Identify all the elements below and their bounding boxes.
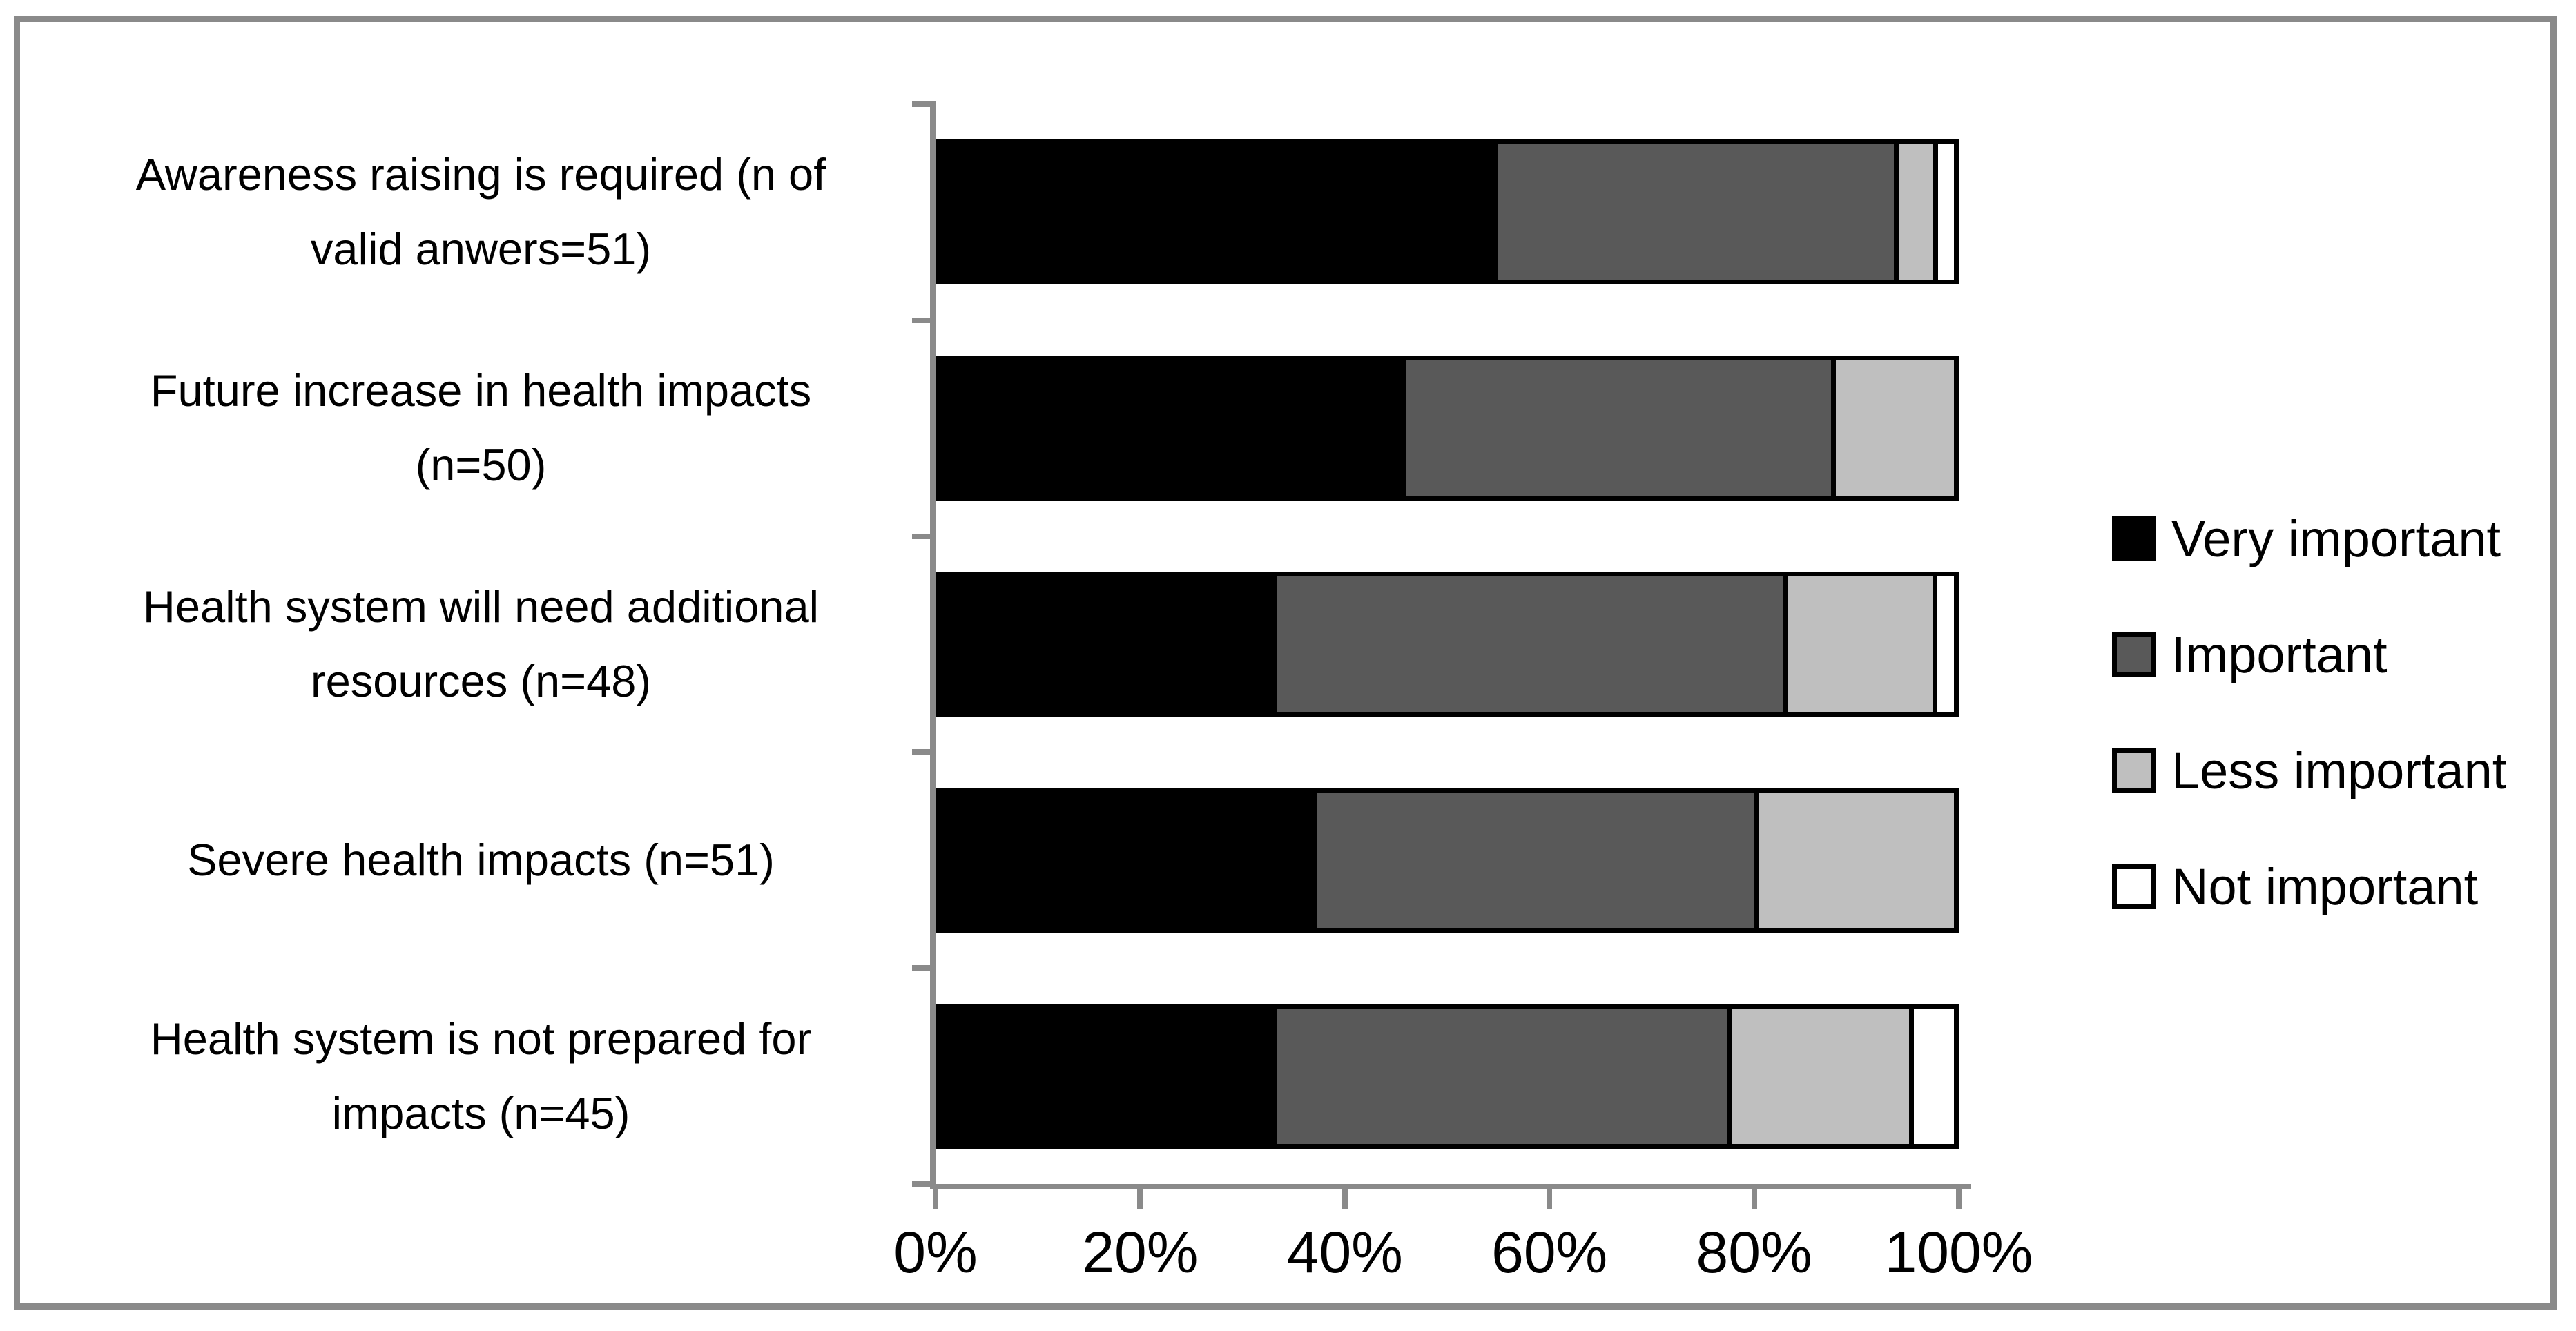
x-axis-tick <box>1751 1189 1757 1209</box>
y-axis-tick <box>912 749 930 755</box>
legend-swatch-icon <box>2112 632 2156 677</box>
bar-segment-not-important <box>1908 1003 1959 1149</box>
legend-item: Important <box>2112 625 2506 684</box>
category-label: Awareness raising is required (n of vali… <box>135 149 826 275</box>
legend-item: Not important <box>2112 857 2506 916</box>
bar-row <box>936 356 1959 501</box>
x-axis-tick <box>1547 1189 1553 1209</box>
bar-segment-not-important <box>1932 572 1959 717</box>
bar-segment-very-important <box>936 1003 1277 1149</box>
bar-row <box>936 139 1959 285</box>
legend-label: Important <box>2171 625 2388 683</box>
x-tick-label: 20% <box>1082 1220 1199 1285</box>
legend-item: Less important <box>2112 741 2506 800</box>
legend-label: Not important <box>2171 857 2479 915</box>
bar-segment-important <box>1312 787 1759 933</box>
bar-segment-very-important <box>936 572 1277 717</box>
x-tick-label: 100% <box>1884 1220 2033 1285</box>
y-axis-tick <box>912 533 930 539</box>
x-axis-tick <box>1342 1189 1348 1209</box>
bar-segment-less-important <box>1893 139 1939 285</box>
legend-label: Very important <box>2171 509 2501 567</box>
x-tick-label: 0% <box>893 1220 978 1285</box>
y-axis-tick <box>912 317 930 323</box>
x-tick-label: 80% <box>1696 1220 1812 1285</box>
bar-segment-less-important <box>1831 356 1959 501</box>
y-axis-line <box>930 101 936 1189</box>
bar-segment-very-important <box>936 139 1498 285</box>
bar-segment-less-important <box>1753 787 1959 933</box>
category-label: Health system will need additional resou… <box>142 581 820 706</box>
legend: Very important Important Less important Not… <box>2112 509 2506 973</box>
x-axis-tick <box>933 1189 938 1209</box>
x-tick-label: 60% <box>1491 1220 1608 1285</box>
x-tick-label: 40% <box>1286 1220 1403 1285</box>
legend-item: Very important <box>2112 509 2506 568</box>
bar-segment-less-important <box>1783 572 1937 717</box>
category-label: Future increase in health impacts (n=50) <box>150 365 812 491</box>
bar-segment-important <box>1272 1003 1732 1149</box>
bar-segment-important <box>1401 356 1837 501</box>
bar-row <box>936 1003 1959 1149</box>
bar-segment-less-important <box>1726 1003 1914 1149</box>
bar-segment-very-important <box>936 787 1317 933</box>
bar-row <box>936 787 1959 933</box>
legend-swatch-icon <box>2112 748 2156 793</box>
x-axis-tick <box>1956 1189 1962 1209</box>
bar-segment-not-important <box>1933 139 1959 285</box>
x-axis-line <box>930 1184 1971 1189</box>
bar-segment-important <box>1492 139 1899 285</box>
legend-swatch-icon <box>2112 516 2156 561</box>
y-axis-tick <box>912 1181 930 1187</box>
bar-segment-important <box>1271 572 1788 717</box>
y-axis-tick <box>912 965 930 971</box>
category-label: Severe health impacts (n=51) <box>187 834 775 885</box>
x-axis-tick <box>1137 1189 1143 1209</box>
chart-frame: Awareness raising is required (n of vali… <box>14 16 2557 1310</box>
legend-label: Less important <box>2171 741 2507 799</box>
y-axis-tick <box>912 101 930 107</box>
bar-segment-very-important <box>936 356 1406 501</box>
category-label: Health system is not prepared for impact… <box>150 1013 812 1138</box>
legend-swatch-icon <box>2112 864 2156 909</box>
bar-row <box>936 572 1959 717</box>
